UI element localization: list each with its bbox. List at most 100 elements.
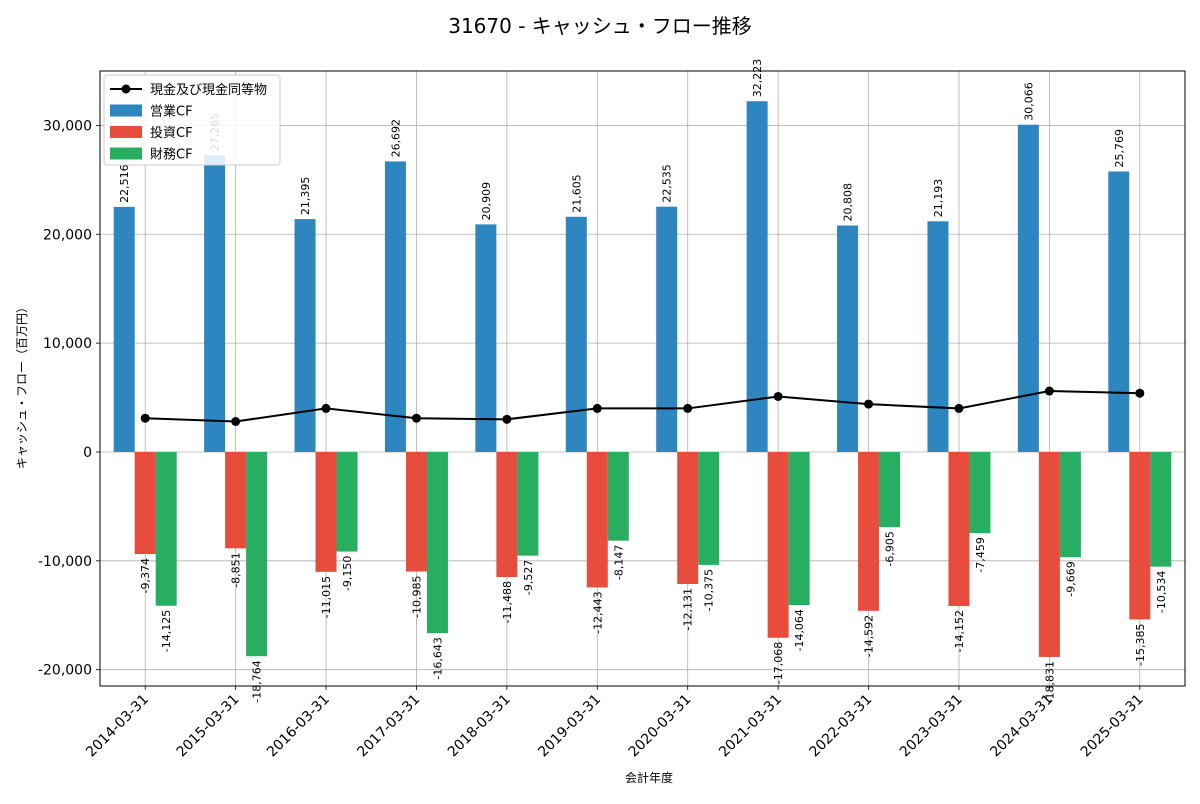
- bar-value-label: -10,534: [1155, 571, 1168, 613]
- bar-value-label: -12,131: [682, 588, 695, 630]
- cash-line-point: [231, 416, 241, 426]
- bar-営業CF: [927, 221, 949, 452]
- bar-財務CF: [607, 451, 629, 541]
- bar-value-label: -18,764: [251, 660, 264, 702]
- cash-line-point: [864, 399, 874, 409]
- bar-value-label: -15,385: [1134, 623, 1147, 665]
- bar-value-label: -14,152: [953, 610, 966, 652]
- bar-value-label: 22,516: [118, 164, 131, 203]
- bar-投資CF: [315, 451, 337, 572]
- y-tick-label: 0: [83, 445, 92, 461]
- bar-value-label: -14,064: [793, 609, 806, 651]
- bar-投資CF: [225, 451, 247, 549]
- bar-value-label: 25,769: [1113, 129, 1126, 168]
- y-tick-label: -10,000: [38, 554, 92, 570]
- bar-value-label: 20,808: [842, 183, 855, 222]
- bar-投資CF: [948, 451, 970, 607]
- x-axis-label: 会計年度: [625, 770, 673, 785]
- legend-label: 投資CF: [150, 125, 193, 141]
- bar-財務CF: [155, 451, 177, 606]
- bar-value-label: -9,669: [1064, 561, 1077, 596]
- bar-財務CF: [879, 451, 901, 528]
- bar-財務CF: [517, 451, 539, 556]
- legend-label: 財務CF: [150, 148, 193, 163]
- legend-label: 現金及び現金同等物: [150, 82, 267, 98]
- bar-value-label: -8,147: [612, 545, 625, 580]
- legend-label: 営業CF: [150, 104, 193, 120]
- cash-line-point: [1044, 386, 1054, 396]
- bar-value-label: 21,395: [299, 177, 312, 216]
- cash-line-point: [1135, 388, 1145, 398]
- bar-value-label: -14,125: [160, 610, 173, 652]
- bar-財務CF: [426, 451, 448, 634]
- bar-投資CF: [405, 451, 427, 572]
- bar-value-label: 21,193: [932, 179, 945, 218]
- bar-value-label: -16,643: [431, 637, 444, 679]
- bar-投資CF: [134, 451, 156, 555]
- cash-line-point: [502, 414, 512, 424]
- bar-財務CF: [698, 451, 720, 565]
- bar-value-label: -17,068: [772, 642, 785, 684]
- bar-財務CF: [969, 451, 991, 534]
- cash-line-point: [683, 403, 693, 413]
- legend-swatch: [110, 147, 142, 160]
- cash-line-point: [321, 403, 331, 413]
- bar-value-label: -9,374: [139, 558, 152, 593]
- bar-value-label: -9,527: [522, 560, 535, 595]
- bar-投資CF: [767, 451, 789, 638]
- y-axis-label: キャッシュ・フロー（百万円）: [15, 301, 29, 469]
- bar-value-label: -14,592: [863, 615, 876, 657]
- legend-swatch: [110, 126, 142, 138]
- chart-title: 31670 - キャッシュ・フロー推移: [448, 14, 752, 38]
- bar-投資CF: [1038, 451, 1060, 657]
- bar-営業CF: [113, 206, 135, 452]
- bar-value-label: -11,015: [320, 576, 333, 618]
- bar-営業CF: [294, 219, 316, 452]
- bar-財務CF: [246, 451, 268, 657]
- bar-営業CF: [1108, 171, 1130, 452]
- bar-value-label: -18,831: [1043, 661, 1056, 703]
- bar-value-label: -8,851: [230, 552, 243, 587]
- bar-value-label: -9,150: [341, 556, 354, 591]
- bar-財務CF: [336, 451, 358, 552]
- y-tick-label: 10,000: [43, 336, 92, 352]
- bar-投資CF: [677, 451, 699, 585]
- y-tick-label: 20,000: [43, 227, 92, 243]
- bar-value-label: 20,909: [480, 182, 493, 221]
- bar-営業CF: [746, 101, 768, 452]
- bar-投資CF: [496, 451, 518, 578]
- legend-box: [103, 74, 281, 166]
- bar-営業CF: [656, 206, 678, 452]
- cash-line-point: [592, 403, 602, 413]
- bar-value-label: -10,375: [703, 569, 716, 611]
- bar-営業CF: [475, 224, 497, 452]
- bar-投資CF: [586, 451, 608, 588]
- bar-財務CF: [1150, 451, 1172, 567]
- plot-frame: [99, 70, 1186, 687]
- cash-line-point: [140, 413, 150, 423]
- bar-営業CF: [837, 225, 859, 452]
- bar-value-label: 22,535: [661, 164, 674, 203]
- bar-投資CF: [858, 451, 880, 611]
- bar-value-label: -6,905: [884, 531, 897, 566]
- cash-line: [145, 390, 1140, 423]
- bar-営業CF: [384, 161, 406, 452]
- bar-value-label: -12,443: [591, 591, 604, 633]
- bar-value-label: -11,488: [501, 581, 514, 623]
- bar-value-label: 32,223: [751, 59, 764, 98]
- bar-財務CF: [1059, 451, 1081, 558]
- bar-営業CF: [1017, 124, 1039, 452]
- cash-line-point: [773, 391, 783, 401]
- bar-営業CF: [565, 216, 587, 452]
- bar-value-label: 26,692: [389, 119, 402, 158]
- bar-value-label: 21,605: [570, 174, 583, 213]
- cash-line-point: [954, 403, 964, 413]
- cash-line-point: [411, 413, 421, 423]
- legend-swatch: [110, 104, 142, 117]
- bar-財務CF: [788, 451, 810, 606]
- bar-value-label: 30,066: [1022, 82, 1035, 121]
- y-tick-label: -20,000: [38, 663, 92, 679]
